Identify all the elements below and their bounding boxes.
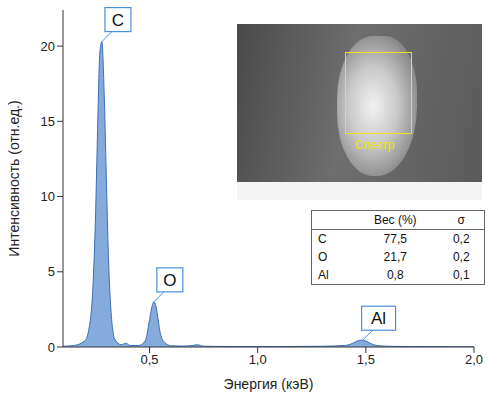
svg-text:1,5: 1,5: [357, 352, 375, 367]
svg-text:15: 15: [41, 114, 55, 129]
html-text:σ: σ: [457, 213, 465, 227]
svg-text:1,0: 1,0: [249, 352, 267, 367]
svg-text:Al: Al: [371, 309, 386, 328]
svg-text:0: 0: [48, 340, 55, 355]
svg-text:C: C: [112, 11, 124, 30]
svg-text:20: 20: [41, 39, 55, 54]
html-text:Вес (%): Вес (%): [373, 213, 417, 227]
svg-text:5: 5: [48, 264, 55, 279]
html-text:Спектр: Спектр: [355, 138, 395, 152]
html-text:77,5: 77,5: [383, 232, 407, 246]
html-text:Al: Al: [318, 268, 329, 282]
html-text:O: O: [318, 250, 328, 264]
html-text:0,2: 0,2: [452, 250, 470, 264]
svg-text:2,0: 2,0: [465, 352, 483, 367]
svg-text:Энергия (кэВ): Энергия (кэВ): [224, 376, 314, 392]
html-text:21,7: 21,7: [383, 250, 407, 264]
svg-text:Интенсивность (отн.ед.): Интенсивность (отн.ед.): [6, 100, 22, 256]
html-text:C: C: [318, 232, 327, 246]
html-text:0,2: 0,2: [452, 232, 470, 246]
html-text:0,8: 0,8: [386, 268, 404, 282]
svg-text:O: O: [163, 271, 176, 290]
html-text:0,1: 0,1: [452, 268, 470, 282]
svg-text:10: 10: [41, 189, 55, 204]
svg-text:0,5: 0,5: [140, 352, 158, 367]
